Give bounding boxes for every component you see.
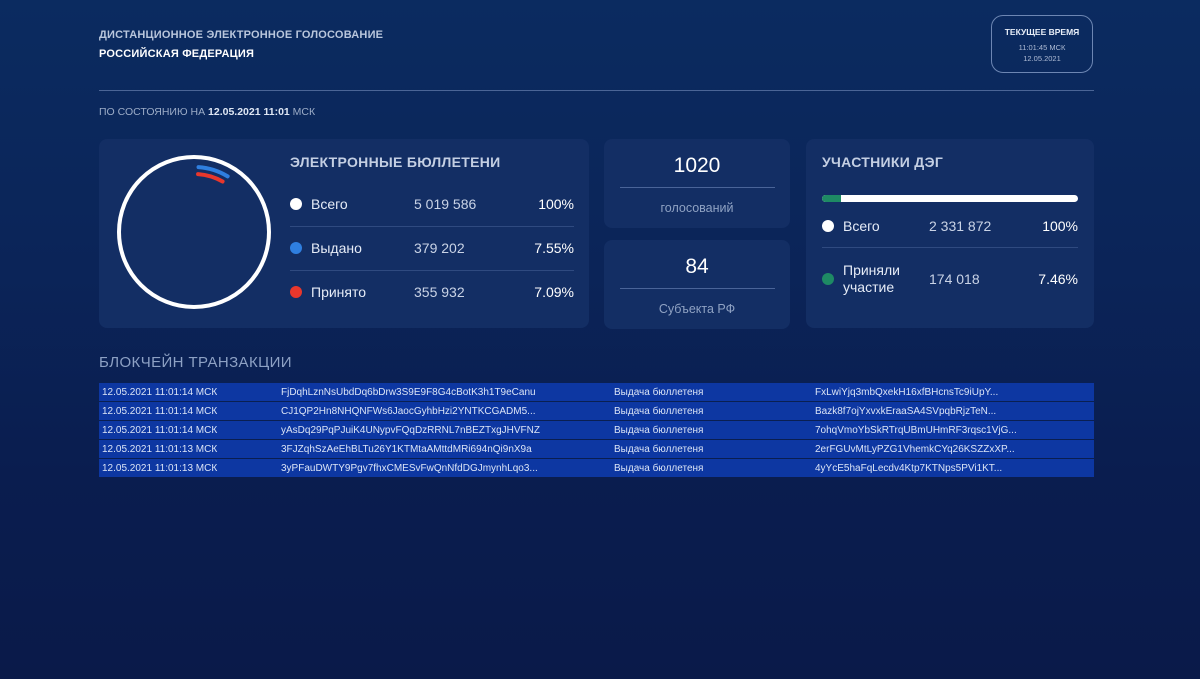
ballots-accepted-value: 355 932 bbox=[414, 284, 465, 300]
votes-caption: голосований bbox=[660, 201, 734, 215]
tx-time: 12.05.2021 11:01:14 МСК bbox=[102, 386, 218, 398]
participants-progress-fill bbox=[822, 195, 842, 202]
table-row[interactable]: 12.05.2021 11:01:13 МСК 3FJZqhSzAeEhBLTu… bbox=[99, 440, 1094, 458]
table-row[interactable]: 12.05.2021 11:01:14 МСК FjDqhLznNsUbdDq6… bbox=[99, 383, 1094, 401]
votes-count: 1020 bbox=[673, 154, 721, 177]
tx-type: Выдача бюллетеня bbox=[614, 424, 704, 436]
ballots-panel bbox=[99, 139, 589, 328]
participants-title: УЧАСТНИКИ ДЭГ bbox=[822, 154, 944, 170]
ballots-total-value: 5 019 586 bbox=[414, 196, 477, 212]
ballots-row-issued: Выдано 379 202 7.55% bbox=[290, 226, 574, 270]
tx-hash: 3FJZqhSzAeEhBLTu26Y1KTMtaAMttdMRi694nQi9… bbox=[281, 443, 532, 455]
subjects-caption: Субъекта РФ bbox=[658, 302, 736, 316]
current-date-value: 12.05.2021 bbox=[1023, 54, 1061, 63]
votes-divider bbox=[620, 187, 775, 188]
ring-accepted-arc bbox=[196, 172, 225, 184]
tx-key: 2erFGUvMtLyPZG1VhemkCYq26KSZZxXP... bbox=[815, 443, 1015, 455]
participants-voted-label-line2: участие bbox=[843, 279, 895, 295]
participants-row-voted: Приняли участие 174 018 7.46% bbox=[822, 256, 1078, 302]
ballots-row-accepted: Принято 355 932 7.09% bbox=[290, 270, 574, 314]
ballots-row-total: Всего 5 019 586 100% bbox=[290, 182, 574, 226]
header-divider bbox=[99, 90, 1094, 91]
blockchain-table: 12.05.2021 11:01:14 МСК FjDqhLznNsUbdDq6… bbox=[99, 383, 1094, 478]
app-title: ДИСТАНЦИОННОЕ ЭЛЕКТРОННОЕ ГОЛОСОВАНИЕ bbox=[99, 29, 384, 41]
participants-voted-percent: 7.46% bbox=[1038, 271, 1078, 287]
ballots-row-divider bbox=[290, 226, 574, 227]
country-title: РОССИЙСКАЯ ФЕДЕРАЦИЯ bbox=[99, 48, 255, 60]
dot-participants-total-icon bbox=[822, 220, 834, 232]
status-suffix: МСК bbox=[289, 106, 316, 118]
tx-time: 12.05.2021 11:01:14 МСК bbox=[102, 424, 218, 436]
participants-voted-value: 174 018 bbox=[929, 271, 980, 287]
blockchain-title: БЛОКЧЕЙН ТРАНЗАКЦИИ bbox=[99, 354, 292, 371]
ring-total-circle bbox=[117, 155, 271, 309]
current-time-value: 11:01:45 МСК bbox=[1018, 43, 1066, 52]
subjects-divider bbox=[620, 288, 775, 289]
status-datetime: 12.05.2021 11:01 bbox=[208, 106, 290, 118]
status-line: ПО СОСТОЯНИЮ НА 12.05.2021 11:01 МСК bbox=[99, 106, 315, 118]
subjects-panel: 84 Субъекта РФ bbox=[604, 240, 790, 329]
participants-total-label: Всего bbox=[843, 218, 880, 234]
table-row[interactable]: 12.05.2021 11:01:14 МСК yAsDq29PqPJuiK4U… bbox=[99, 421, 1094, 439]
tx-key: 4yYcE5haFqLecdv4Ktp7KTNps5PVi1KT... bbox=[815, 462, 1003, 474]
ballots-total-percent: 100% bbox=[538, 196, 574, 212]
participants-total-value: 2 331 872 bbox=[929, 218, 992, 234]
ballots-ring-chart bbox=[117, 155, 271, 309]
tx-key: FxLwiYjq3mbQxekH16xfBHcnsTc9iUpY... bbox=[815, 386, 999, 398]
participants-voted-label-line1: Приняли bbox=[843, 262, 900, 278]
current-time-label: ТЕКУЩЕЕ ВРЕМЯ bbox=[1004, 27, 1080, 37]
participants-panel bbox=[806, 139, 1094, 328]
dot-participants-voted-icon bbox=[822, 273, 834, 285]
ballots-accepted-percent: 7.09% bbox=[534, 284, 574, 300]
tx-type: Выдача бюллетеня bbox=[614, 443, 704, 455]
participants-row-total: Всего 2 331 872 100% bbox=[822, 204, 1078, 248]
tx-key: Bazk8f7ojYxvxkEraaSA4SVpqbRjzTeN... bbox=[815, 405, 997, 417]
tx-hash: yAsDq29PqPJuiK4UNypvFQqDzRRNL7nBEZTxgJHV… bbox=[281, 424, 540, 436]
ballots-row-divider bbox=[290, 270, 574, 271]
participants-total-percent: 100% bbox=[1042, 218, 1078, 234]
tx-time: 12.05.2021 11:01:13 МСК bbox=[102, 443, 218, 455]
ballots-total-label: Всего bbox=[311, 196, 348, 212]
tx-type: Выдача бюллетеня bbox=[614, 386, 704, 398]
tx-hash: FjDqhLznNsUbdDq6bDrw3S9E9F8G4cBotK3h1T9e… bbox=[281, 386, 536, 398]
dot-total-icon bbox=[290, 198, 302, 210]
ballots-accepted-label: Принято bbox=[311, 284, 367, 300]
participants-progress-bar bbox=[822, 195, 1078, 202]
ballots-issued-label: Выдано bbox=[311, 240, 362, 256]
dot-accepted-icon bbox=[290, 286, 302, 298]
dot-issued-icon bbox=[290, 242, 302, 254]
ring-issued-arc bbox=[196, 165, 230, 179]
tx-type: Выдача бюллетеня bbox=[614, 405, 704, 417]
tx-hash: CJ1QP2Hn8NHQNFWs6JaocGyhbHzi2YNTKCGADM5.… bbox=[281, 405, 536, 417]
participants-row-divider bbox=[822, 247, 1078, 248]
current-time-box: ТЕКУЩЕЕ ВРЕМЯ 11:01:45 МСК 12.05.2021 bbox=[991, 15, 1093, 73]
ballots-title: ЭЛЕКТРОННЫЕ БЮЛЛЕТЕНИ bbox=[290, 154, 501, 170]
votes-panel: 1020 голосований bbox=[604, 139, 790, 228]
table-row[interactable]: 12.05.2021 11:01:14 МСК CJ1QP2Hn8NHQNFWs… bbox=[99, 402, 1094, 420]
tx-key: 7ohqVmoYbSkRTrqUBmUHmRF3rqsc1VjG... bbox=[815, 424, 1017, 436]
table-row[interactable]: 12.05.2021 11:01:13 МСК 3yPFauDWTY9Pgv7f… bbox=[99, 459, 1094, 477]
tx-hash: 3yPFauDWTY9Pgv7fhxCMESvFwQnNfdDGJmynhLqo… bbox=[281, 462, 538, 474]
status-prefix: ПО СОСТОЯНИЮ НА bbox=[99, 106, 209, 118]
tx-time: 12.05.2021 11:01:13 МСК bbox=[102, 462, 218, 474]
subjects-count: 84 bbox=[685, 255, 709, 278]
ballots-issued-value: 379 202 bbox=[414, 240, 465, 256]
tx-type: Выдача бюллетеня bbox=[614, 462, 704, 474]
participants-voted-label: Приняли участие bbox=[843, 262, 929, 296]
tx-time: 12.05.2021 11:01:14 МСК bbox=[102, 405, 218, 417]
ballots-issued-percent: 7.55% bbox=[534, 240, 574, 256]
